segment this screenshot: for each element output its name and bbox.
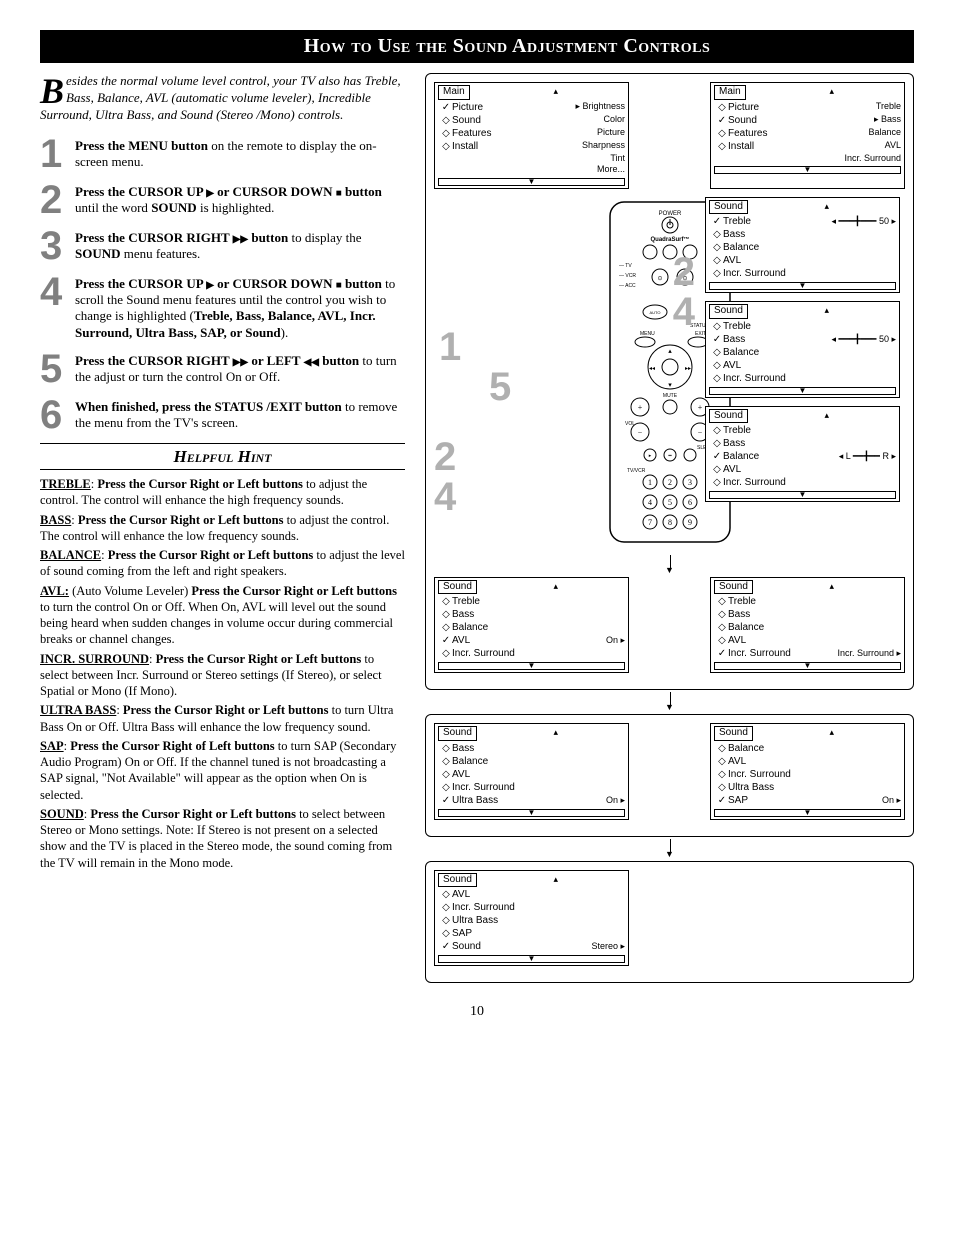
svg-text:— ACC: — ACC xyxy=(619,283,636,289)
menu-sound-ultra: Sound▴◇Bass◇Balance◇AVL◇Incr. Surround✓U… xyxy=(434,723,629,820)
svg-text:TV/VCR: TV/VCR xyxy=(627,468,646,474)
callout-1: 1 xyxy=(439,327,461,367)
svg-text:— VCR: — VCR xyxy=(619,273,636,279)
svg-text:5: 5 xyxy=(668,498,672,507)
menu-main-sound: Main▴◇PictureTreble✓Sound▸ Bass◇Features… xyxy=(710,82,905,189)
svg-text:8: 8 xyxy=(668,518,672,527)
right-column: Main▴✓Picture▸ Brightness◇SoundColor◇Fea… xyxy=(425,73,914,983)
callout-4b: 4 xyxy=(434,477,456,517)
step-4: 4 Press the CURSOR UP ▶ or CURSOR DOWN ■… xyxy=(40,274,405,341)
menu-sound-incr: Sound▴◇Treble◇Bass◇Balance◇AVL✓Incr. Sur… xyxy=(710,577,905,674)
step-2-body: Press the CURSOR UP ▶ or CURSOR DOWN ■ b… xyxy=(75,182,405,218)
connector-icon xyxy=(434,555,905,575)
header-row: How to Use the Sound Adjustment Controls xyxy=(40,30,914,73)
step-6: 6 When finished, press the STATUS /EXIT … xyxy=(40,397,405,433)
menu-sound-avl: Sound▴◇Treble◇Bass◇Balance✓AVLOn ▸◇Incr.… xyxy=(434,577,629,674)
hint-header: Helpful Hint xyxy=(40,443,405,470)
svg-text:AUTO: AUTO xyxy=(649,310,660,315)
dropcap: B xyxy=(40,73,66,106)
callout-4: 4 xyxy=(673,292,695,332)
svg-text:4: 4 xyxy=(648,498,652,507)
hint-incr: INCR. SURROUND: Press the Cursor Right o… xyxy=(40,651,405,700)
frame-middle: Sound▴◇Bass◇Balance◇AVL◇Incr. Surround✓U… xyxy=(425,714,914,837)
hint-bass: BASS: Press the Cursor Right or Left but… xyxy=(40,512,405,545)
menu-sound-sound: Sound▴◇AVL◇Incr. Surround◇Ultra Bass◇SAP… xyxy=(434,870,629,967)
svg-text:▸▸: ▸▸ xyxy=(684,366,690,372)
menu-sound-balance: Sound▴◇Treble◇Bass✓Balance◂ L ━━╋━━ R ▸◇… xyxy=(705,406,900,503)
hint-body: TREBLE: Press the Cursor Right or Left b… xyxy=(40,476,405,871)
hint-sound: SOUND: Press the Cursor Right or Left bu… xyxy=(40,806,405,871)
svg-text:▾: ▾ xyxy=(668,381,672,389)
svg-text:▴: ▴ xyxy=(668,347,672,355)
step-5-body: Press the CURSOR RIGHT ▶▶ or LEFT ◀◀ but… xyxy=(75,351,405,387)
svg-text:— TV: — TV xyxy=(619,263,632,269)
hint-sap: SAP: Press the Cursor Right of Left butt… xyxy=(40,738,405,803)
svg-text:−: − xyxy=(637,428,642,437)
step-3: 3 Press the CURSOR RIGHT ▶▶ button to di… xyxy=(40,228,405,264)
menu-sound-treble: Sound▴✓Treble◂ ━━━╋━━━ 50 ▸◇Bass◇Balance… xyxy=(705,197,900,294)
hint-treble: TREBLE: Press the Cursor Right or Left b… xyxy=(40,476,405,509)
page-title: How to Use the Sound Adjustment Controls xyxy=(40,30,914,63)
page-number: 10 xyxy=(40,1003,914,1021)
frame-bottom: Sound▴◇AVL◇Incr. Surround◇Ultra Bass◇SAP… xyxy=(425,861,914,984)
step-2: 2 Press the CURSOR UP ▶ or CURSOR DOWN ■… xyxy=(40,182,405,218)
svg-text:2: 2 xyxy=(668,478,672,487)
svg-text:1: 1 xyxy=(648,478,652,487)
callout-2b: 2 xyxy=(434,437,456,477)
step-1: 1 Press the MENU button on the remote to… xyxy=(40,136,405,172)
svg-text:−: − xyxy=(697,428,702,437)
svg-text:7: 7 xyxy=(648,518,652,527)
speaker-icon xyxy=(40,30,85,65)
steps-list: 1 Press the MENU button on the remote to… xyxy=(40,136,405,433)
hint-ultra: ULTRA BASS: Press the Cursor Right or Le… xyxy=(40,702,405,735)
svg-text:6: 6 xyxy=(688,498,692,507)
step-5: 5 Press the CURSOR RIGHT ▶▶ or LEFT ◀◀ b… xyxy=(40,351,405,387)
menu-sound-sap: Sound▴◇Balance◇AVL◇Incr. Surround◇Ultra … xyxy=(710,723,905,820)
callout-5: 5 xyxy=(489,367,511,407)
svg-text:QuadraSurf™: QuadraSurf™ xyxy=(650,236,689,243)
step-4-body: Press the CURSOR UP ▶ or CURSOR DOWN ■ b… xyxy=(75,274,405,341)
svg-text:EXIT: EXIT xyxy=(695,331,706,337)
intro-text: Besides the normal volume level control,… xyxy=(40,73,405,124)
svg-text:+: + xyxy=(637,403,642,412)
menu-sound-bass: Sound▴◇Treble✓Bass◂ ━━━╋━━━ 50 ▸◇Balance… xyxy=(705,301,900,398)
svg-text:+: + xyxy=(697,403,702,412)
connector-icon xyxy=(425,692,914,712)
step-3-body: Press the CURSOR RIGHT ▶▶ button to disp… xyxy=(75,228,405,264)
hint-avl: AVL: (Auto Volume Leveler) Press the Cur… xyxy=(40,583,405,648)
hint-balance: BALANCE: Press the Cursor Right or Left … xyxy=(40,547,405,580)
svg-text:⊙: ⊙ xyxy=(657,276,662,282)
frame-top: Main▴✓Picture▸ Brightness◇SoundColor◇Fea… xyxy=(425,73,914,690)
svg-text:▪▪: ▪▪ xyxy=(668,454,672,459)
left-column: Besides the normal volume level control,… xyxy=(40,73,405,983)
remote-area: POWER QuadraSurf™ — TV — VCR — ACC ⊙ xyxy=(434,197,905,547)
step-6-body: When finished, press the STATUS /EXIT bu… xyxy=(75,397,405,433)
svg-text:◂◂: ◂◂ xyxy=(648,366,654,372)
menu-main-picture: Main▴✓Picture▸ Brightness◇SoundColor◇Fea… xyxy=(434,82,629,189)
svg-text:3: 3 xyxy=(688,478,692,487)
svg-text:MENU: MENU xyxy=(640,331,655,337)
callout-2: 2 xyxy=(673,252,695,292)
svg-text:9: 9 xyxy=(688,518,692,527)
svg-text:POWER: POWER xyxy=(658,211,681,217)
svg-text:MUTE: MUTE xyxy=(662,393,677,399)
step-1-body: Press the MENU button on the remote to d… xyxy=(75,136,405,172)
connector-icon xyxy=(425,839,914,859)
